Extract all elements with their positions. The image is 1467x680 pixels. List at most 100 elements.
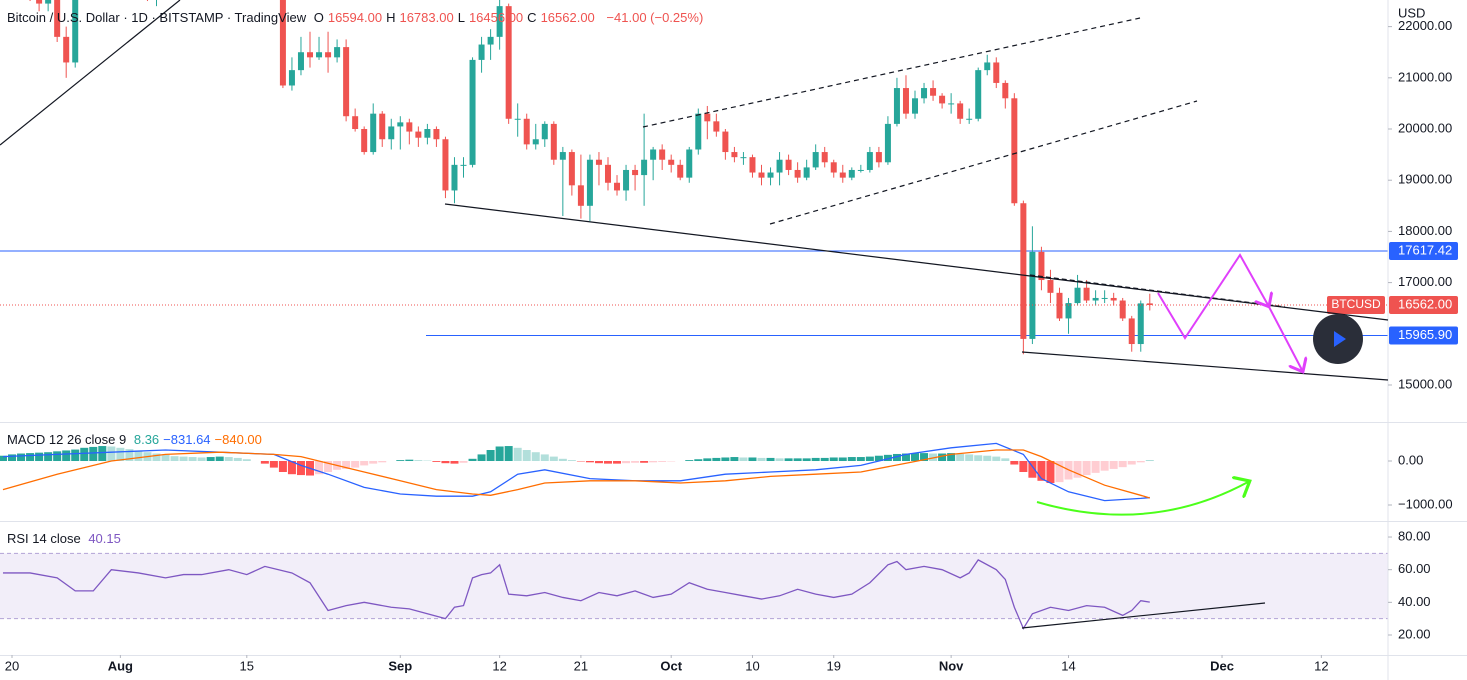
symbol-box (1327, 296, 1385, 315)
histogram-bar (486, 450, 495, 462)
candle-body (957, 103, 964, 119)
x-tick-label: 12 (1314, 658, 1328, 673)
histogram-bar (396, 460, 405, 462)
candle-body (695, 113, 702, 150)
candle-body (821, 152, 828, 163)
histogram-bar (405, 459, 414, 462)
histogram-bar (983, 455, 992, 462)
currency-label: USD (1398, 5, 1425, 20)
candle-body (677, 164, 684, 178)
candle-body (1047, 280, 1054, 293)
histogram-bar (351, 461, 360, 468)
histogram-bar (53, 451, 62, 462)
histogram-bar (829, 457, 838, 462)
macd-values: 8.36 −831.64 −840.00 (134, 432, 266, 447)
candle-body (1011, 98, 1018, 204)
candle-body (722, 131, 729, 153)
candle-body (1029, 251, 1036, 339)
y-tick-label: 21000.00 (1398, 69, 1452, 84)
y-tick-label: 17000.00 (1398, 274, 1452, 289)
histogram-bar (504, 446, 513, 462)
candle-body (1038, 251, 1045, 281)
candle-body (939, 95, 946, 104)
histogram-bar (1100, 461, 1109, 471)
histogram-bar (224, 457, 233, 462)
candle-body (884, 123, 891, 163)
last-price-box (1389, 296, 1458, 315)
candle-body (352, 116, 359, 130)
change: −41.00 (−0.25%) (606, 10, 704, 25)
candle-body (659, 149, 666, 160)
histogram-bar (89, 446, 98, 462)
histogram-bar (468, 458, 477, 462)
rsi-legend: RSI 14 close 40.15 (7, 531, 125, 546)
histogram-bar (757, 457, 766, 462)
y-tick-label: −1000.00 (1398, 496, 1453, 511)
histogram-bar (80, 447, 89, 462)
histogram-bar (432, 461, 441, 462)
x-tick-label: Dec (1210, 658, 1234, 673)
histogram-bar (658, 461, 667, 462)
candle-body (532, 139, 539, 145)
histogram-bar (947, 453, 956, 462)
macd-value: −840.00 (214, 432, 262, 447)
ohlc-value: 16562.00 (540, 10, 595, 25)
histogram-bar (450, 461, 459, 464)
histogram-bar (116, 447, 125, 462)
candle-body (614, 182, 621, 191)
candle-body (279, 0, 286, 86)
price-label-box (1389, 326, 1458, 345)
histogram-bar (98, 446, 107, 462)
trend-line (1021, 351, 1389, 381)
candle-body (451, 164, 458, 191)
x-tick-label: 20 (5, 658, 19, 673)
candle-body (993, 62, 1000, 83)
histogram-bar (170, 456, 179, 462)
histogram-bar (649, 461, 658, 463)
histogram-bar (802, 458, 811, 462)
histogram-bar (766, 457, 775, 462)
macd-value: −831.64 (163, 432, 211, 447)
candle-body (559, 152, 566, 160)
candle-body (505, 6, 512, 119)
x-tick-label: 14 (1061, 658, 1075, 673)
histogram-bar (1136, 461, 1145, 463)
histogram-bar (62, 450, 71, 462)
histogram-bar (360, 461, 369, 466)
histogram-bar (811, 457, 820, 462)
histogram-bar (874, 455, 883, 462)
histogram-bar (1046, 461, 1055, 483)
histogram-bar (269, 461, 278, 468)
histogram-bar (622, 461, 631, 464)
histogram-bar (71, 449, 80, 462)
histogram-bar (865, 456, 874, 462)
candle-body (948, 103, 955, 105)
histogram-bar (44, 452, 53, 462)
histogram-bar (883, 454, 892, 462)
histogram-bar (17, 453, 26, 462)
symbol-legend: Bitcoin / U.S. Dollar · 1D · BITSTAMP · … (7, 10, 707, 25)
candle-body (496, 6, 503, 37)
candle-body (334, 47, 341, 58)
candle-body (388, 126, 395, 140)
histogram-bar (513, 447, 522, 462)
candle-body (794, 169, 801, 178)
candle-body (514, 118, 521, 120)
candle-body (975, 70, 982, 119)
candle-body (650, 149, 657, 160)
histogram-bar (134, 450, 143, 462)
histogram-bar (161, 454, 170, 462)
channel-line (769, 100, 1198, 225)
histogram-bar (1001, 458, 1010, 462)
histogram-bar (206, 457, 215, 462)
candle-body (848, 169, 855, 178)
candle-body (731, 152, 738, 158)
y-tick-label: 0.00 (1398, 452, 1423, 467)
histogram-bar (342, 461, 351, 469)
candle-body (550, 123, 557, 160)
histogram-bar (938, 453, 947, 462)
x-tick-label: 15 (240, 658, 254, 673)
histogram-bar (315, 461, 324, 475)
price-pane (0, 0, 1388, 355)
